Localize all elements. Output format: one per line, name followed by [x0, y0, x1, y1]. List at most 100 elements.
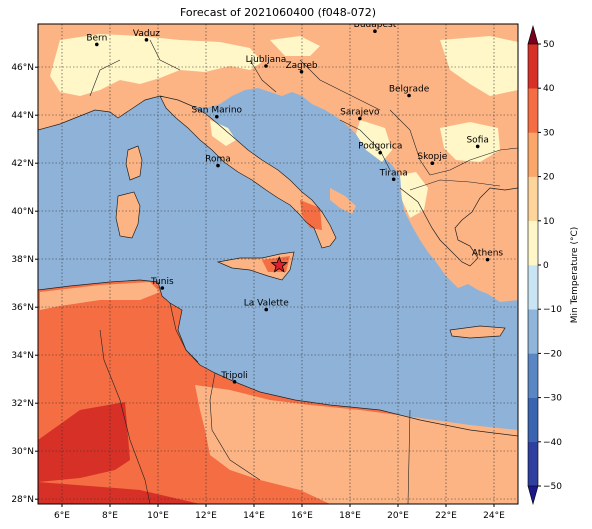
hot-region-southwest: [38, 402, 130, 482]
colorbar-tick-label: −20: [543, 349, 562, 359]
lat-tick-label: 30°N: [11, 447, 34, 457]
latitude-ticks: 28°N 30°N 32°N 34°N 36°N 38°N 40°N 42°N 44°N 46°N: [11, 63, 38, 505]
colorbar-tick-label: 50: [543, 40, 555, 50]
city-label: Vaduz: [133, 29, 160, 39]
colorbar-segment: [528, 397, 538, 443]
city-label: Budapest: [354, 20, 397, 30]
lat-tick-label: 38°N: [11, 255, 34, 265]
lat-tick-label: 32°N: [11, 399, 34, 409]
lon-tick-label: 8°E: [102, 511, 118, 521]
colorbar-segment: [528, 265, 538, 310]
city-label: Podgorica: [358, 142, 402, 152]
city-dot: [264, 64, 268, 68]
colorbar-tick-label: 20: [543, 173, 555, 183]
city-dot: [215, 114, 219, 119]
city-label: Tunis: [150, 277, 174, 287]
city-dot: [299, 69, 304, 74]
city-dot: [160, 286, 165, 290]
lat-tick-label: 36°N: [11, 303, 34, 313]
map-frame: [37, 23, 519, 505]
lat-tick-label: 46°N: [11, 63, 34, 73]
city-dot: [407, 93, 411, 98]
lat-tick-label: 42°N: [11, 159, 34, 169]
map-title: Forecast of 2021060400 (f048-072): [179, 6, 377, 19]
lon-tick-label: 14°E: [243, 511, 265, 521]
colorbar-segment: [528, 220, 538, 266]
crete: [450, 326, 505, 338]
colorbar-tick-label: −30: [543, 394, 562, 404]
lon-tick-label: 24°E: [483, 511, 505, 521]
city-dot: [95, 42, 99, 47]
lon-tick-label: 10°E: [147, 511, 169, 521]
italy-heel: [330, 188, 356, 214]
lat-tick-label: 28°N: [11, 495, 34, 505]
city-label: Tripoli: [220, 371, 248, 381]
colorbar-tick-label: 0: [543, 261, 549, 271]
city-label: Belgrade: [389, 85, 430, 95]
coastlines: [38, 95, 518, 437]
lat-tick-label: 40°N: [11, 207, 34, 217]
colorbar-segment: [528, 441, 538, 487]
balkan-cool-patch: [356, 120, 392, 162]
colorbar-tick-label: 30: [543, 128, 555, 138]
colorbar-segment: [528, 309, 538, 354]
colorbar-tick-label: −40: [543, 438, 562, 448]
colorbar-extend-max: [527, 24, 539, 45]
colorbar-segment: [528, 44, 538, 89]
sardinia: [116, 192, 140, 238]
city-label: Roma: [205, 155, 231, 165]
lon-tick-label: 16°E: [291, 511, 313, 521]
city-dot: [430, 161, 435, 165]
city-label: Skopje: [417, 152, 447, 162]
city-label: San Marino: [192, 106, 243, 116]
lon-tick-label: 12°E: [195, 511, 217, 521]
lat-tick-label: 34°N: [11, 351, 34, 361]
city-dot: [378, 150, 383, 155]
colorbar-tick-label: −10: [543, 305, 562, 315]
colorbar-tick-label: 40: [543, 84, 555, 94]
balkan-cool-patch-3: [400, 172, 428, 218]
lon-tick-label: 22°E: [435, 511, 457, 521]
city-label: Tirana: [379, 168, 408, 178]
colorbar-tick-label: 10: [543, 217, 555, 227]
city-label: Sarajevo: [340, 108, 380, 118]
lat-tick-label: 44°N: [11, 111, 34, 121]
city-dot: [232, 380, 237, 384]
longitude-ticks: 6°E 8°E 10°E 12°E 14°E 16°E 18°E 20°E 22°E 24°E: [54, 504, 505, 521]
city-dot: [216, 163, 220, 168]
colorbar-segment: [528, 132, 538, 177]
alps-cool-patch-2: [270, 36, 320, 56]
city-label: Ljubljana: [246, 55, 287, 65]
colorbar-extend-min: [527, 485, 539, 506]
city-dot: [475, 144, 480, 149]
city-dot: [391, 177, 396, 182]
city-label: La Valette: [244, 299, 289, 309]
forecast-location-star-icon: [270, 256, 288, 273]
colorbar-label: Min Temperature (°C): [570, 227, 580, 324]
libya-coastal-band: [195, 385, 518, 504]
greece: [400, 188, 518, 302]
hot-region-south: [38, 482, 200, 504]
lon-tick-label: 18°E: [339, 511, 361, 521]
colorbar: −50 −40 −30 −20 −10 0 10 20 30 40 50: [527, 24, 562, 506]
italy-warm-patch: [300, 200, 322, 230]
colorbar-segment: [528, 353, 538, 398]
colorbar-segment: [528, 176, 538, 222]
city-label: Bern: [86, 33, 107, 43]
north-cool-patch: [440, 36, 518, 96]
lon-tick-label: 20°E: [387, 511, 409, 521]
city-dot: [373, 29, 377, 33]
colorbar-tick-label: −50: [543, 482, 562, 492]
lon-tick-label: 6°E: [54, 511, 70, 521]
italy-peninsula: [160, 96, 336, 248]
city-dot: [485, 257, 490, 262]
city-label: Zagreb: [285, 61, 317, 71]
italy-cool-patch: [210, 120, 236, 146]
colorbar-label-container: Min Temperature (°C): [555, 200, 591, 350]
city-label: Sofia: [466, 135, 488, 145]
graticule: [38, 24, 518, 504]
city-dot: [264, 307, 269, 312]
